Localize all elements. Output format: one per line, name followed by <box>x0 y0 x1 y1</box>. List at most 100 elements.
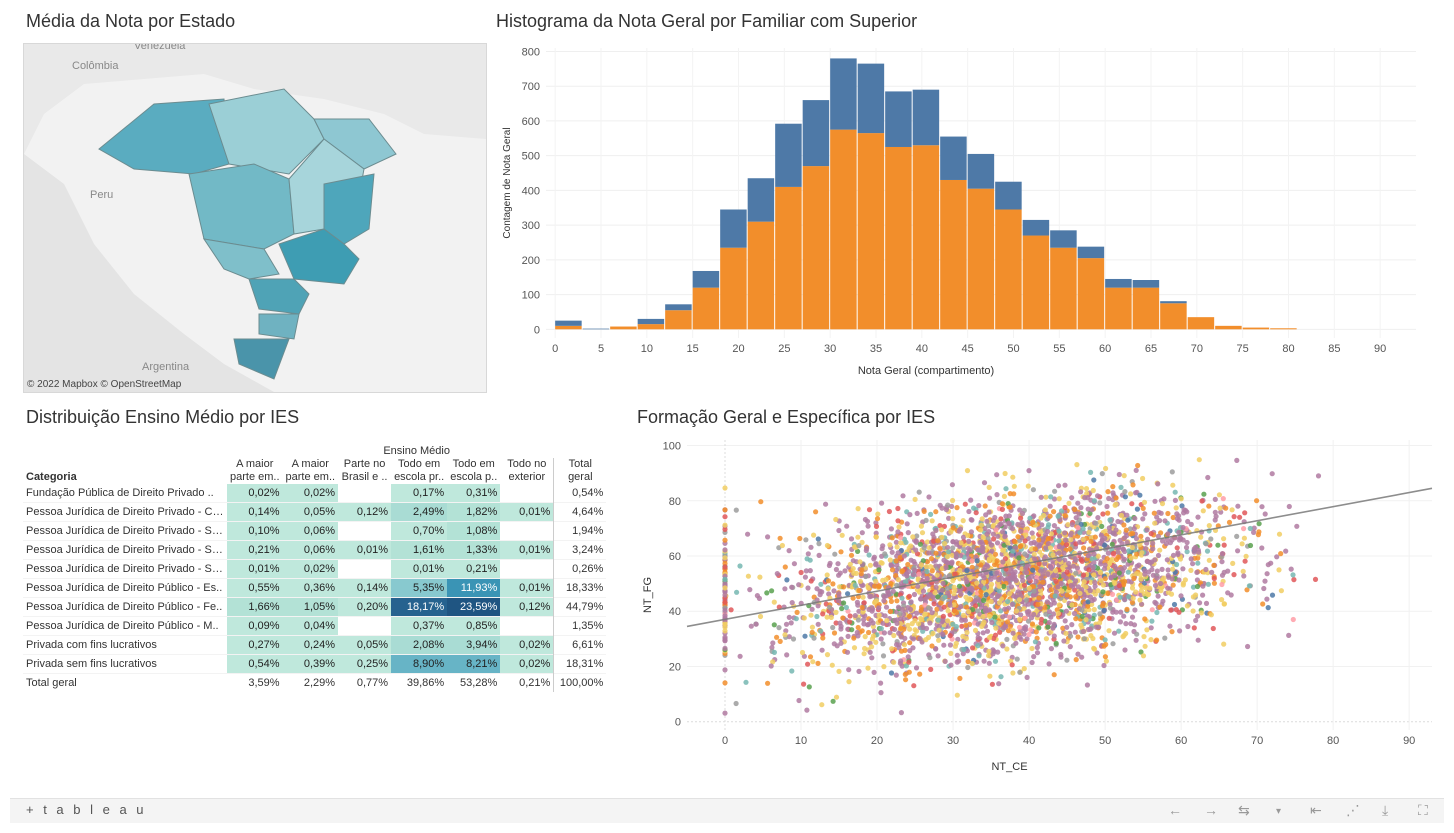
scatter-point <box>936 637 942 643</box>
table-row[interactable]: Pessoa Jurídica de Direito Privado - Co.… <box>23 502 607 522</box>
scatter-point <box>883 604 890 610</box>
scatter-point <box>906 613 913 619</box>
scatter-point <box>869 655 875 661</box>
crosstab-cell: 0,37% <box>391 616 448 636</box>
scatter-point <box>847 561 853 567</box>
scatter-point <box>1029 530 1035 536</box>
scatter-point <box>722 680 728 686</box>
crosstab-column-header[interactable]: Todo no exterior <box>500 458 554 484</box>
table-row[interactable]: Pessoa Jurídica de Direito Público - Es.… <box>23 578 607 598</box>
scatter-point <box>1051 633 1057 639</box>
table-row[interactable]: Pessoa Jurídica de Direito Público - Fe.… <box>23 597 607 617</box>
scatter-point <box>1139 584 1145 590</box>
scatter-point <box>722 537 728 543</box>
scatter-point <box>1018 543 1024 549</box>
scatter-point <box>1245 643 1251 650</box>
state-sao-paulo[interactable] <box>248 278 310 315</box>
scatter-x-tick-label: 80 <box>1327 735 1339 747</box>
state-nordeste[interactable] <box>313 118 397 170</box>
state-parana[interactable] <box>258 313 300 340</box>
scatter-point <box>837 620 843 626</box>
scatter-point <box>1110 484 1116 490</box>
scatter-point <box>996 620 1002 626</box>
scatter-point <box>1121 613 1127 619</box>
scatter-point <box>998 608 1004 614</box>
fullscreen-icon[interactable]: ⛶ <box>1418 802 1428 818</box>
scatter-point <box>1042 507 1048 513</box>
table-row[interactable]: Fundação Pública de Direito Privado .. 0,… <box>23 484 607 503</box>
scatter-point <box>927 655 933 661</box>
crosstab-column-header[interactable]: Total geral <box>553 458 607 484</box>
scatter-chart[interactable]: 0 20 40 60 80 100 0 10 20 30 40 50 60 70 80 90 NT_CE NT_F… <box>637 432 1437 792</box>
state-mato-grosso[interactable] <box>188 163 295 250</box>
crosstab-cell <box>338 522 391 541</box>
crosstab-column-header[interactable]: A maior parte em.. <box>227 458 283 484</box>
histogram-chart[interactable]: 0 100 200 300 400 500 600 700 800 0 5 10 15 20 25 30 35 4… <box>496 38 1416 398</box>
scatter-point <box>907 512 913 518</box>
scatter-point <box>1170 552 1177 558</box>
scatter-point <box>1174 516 1180 522</box>
share-icon[interactable]: ⋰ <box>1346 802 1360 818</box>
scatter-point <box>942 541 948 547</box>
scatter-point <box>845 633 851 639</box>
scatter-point <box>1115 549 1121 555</box>
undo-icon[interactable]: ← <box>1168 802 1182 818</box>
download-icon[interactable]: ⤓ <box>1382 802 1389 818</box>
scatter-point <box>1091 645 1097 651</box>
scatter-point <box>887 608 894 615</box>
scatter-point <box>728 607 734 613</box>
pause-icon[interactable]: ⇤ <box>1310 802 1322 818</box>
redo-icon[interactable]: → <box>1204 802 1218 818</box>
table-row[interactable]: Privada sem fins lucrativos 0,54% 0,39% 0,2… <box>23 654 607 674</box>
brazil-map[interactable]: Colômbia Venezuela Peru Argentina © 2022… <box>23 43 487 393</box>
crosstab-total-row[interactable]: Total geral 3,59% 2,29% 0,77% 39,86% 53,28% 0,… <box>23 673 607 692</box>
table-row[interactable]: Pessoa Jurídica de Direito Privado - Se.… <box>23 559 607 579</box>
scatter-point <box>863 573 869 580</box>
scatter-point <box>805 661 811 667</box>
scatter-point <box>980 541 986 547</box>
state-amazonas[interactable] <box>98 98 230 175</box>
scatter-point <box>898 580 904 586</box>
crosstab-column-header[interactable]: Todo em escola pr.. <box>391 458 447 484</box>
scatter-point <box>915 576 921 582</box>
scatter-point <box>887 542 893 548</box>
scatter-point <box>965 658 971 665</box>
scatter-point <box>1259 545 1265 551</box>
scatter-point <box>928 556 935 562</box>
scatter-point <box>1105 489 1111 495</box>
table-row[interactable]: Pessoa Jurídica de Direito Privado - Se.… <box>23 521 607 541</box>
scatter-point <box>1077 539 1083 545</box>
table-row[interactable]: Privada com fins lucrativos 0,27% 0,24% 0,0… <box>23 635 607 655</box>
hist-bar <box>885 146 912 330</box>
state-bahia[interactable] <box>323 173 375 245</box>
scatter-point <box>839 532 845 538</box>
scatter-point <box>890 588 896 594</box>
scatter-point <box>824 542 830 549</box>
scatter-point <box>1276 567 1282 573</box>
scatter-point <box>903 663 909 669</box>
scatter-point <box>1056 538 1062 544</box>
crosstab-row-label: Pessoa Jurídica de Direito Privado - Se.… <box>26 563 225 575</box>
revert-icon[interactable]: ⇆ <box>1238 802 1250 818</box>
scatter-point <box>1122 494 1128 500</box>
scatter-point <box>866 606 872 612</box>
scatter-point <box>1161 496 1167 502</box>
crosstab-cell <box>500 617 554 636</box>
scatter-point <box>886 508 892 515</box>
state-rio-grande-do-sul[interactable] <box>233 338 290 380</box>
scatter-point <box>1038 575 1044 581</box>
crosstab-column-header[interactable]: A maior parte em.. <box>283 458 339 484</box>
table-row[interactable]: Pessoa Jurídica de Direito Público - M..… <box>23 616 607 636</box>
crosstab-column-header[interactable]: Todo em escola p.. <box>447 458 500 484</box>
revert-dropdown-icon[interactable]: ▾ <box>1276 806 1282 817</box>
table-row[interactable]: Pessoa Jurídica de Direito Privado - Se.… <box>23 540 607 560</box>
scatter-point <box>1315 473 1322 479</box>
state-goias[interactable] <box>202 238 280 280</box>
scatter-point <box>912 618 918 624</box>
scatter-point <box>838 549 844 555</box>
scatter-point <box>1067 633 1074 639</box>
crosstab-column-header[interactable]: Parte no Brasil e .. <box>338 458 391 484</box>
scatter-point <box>1011 491 1017 497</box>
scatter-point <box>912 496 918 502</box>
hist-x-tick-label: 30 <box>824 343 836 355</box>
